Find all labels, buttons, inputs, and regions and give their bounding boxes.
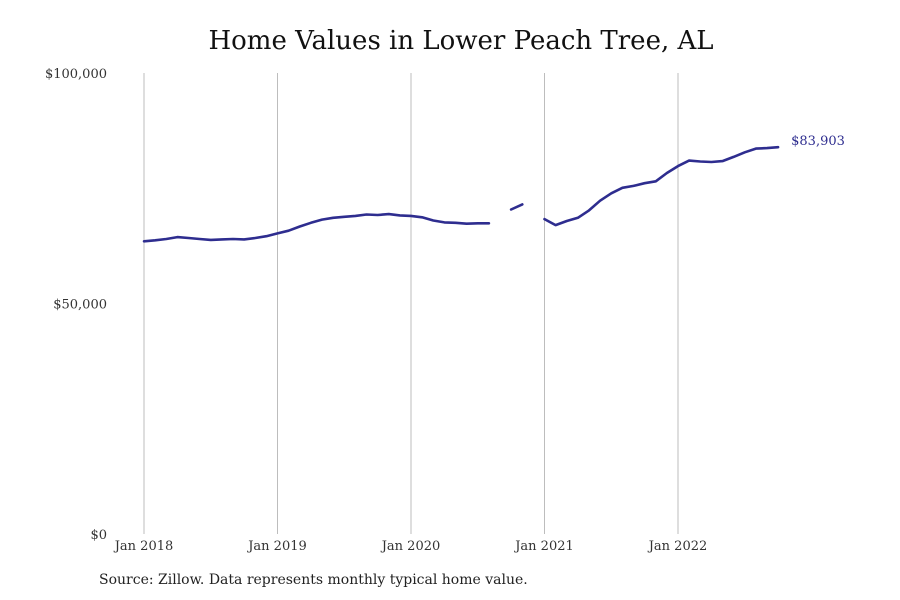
x-tick-label: Jan 2020 xyxy=(380,539,441,554)
series-line xyxy=(142,145,780,243)
end-value-label: $83,903 xyxy=(791,134,845,149)
chart-title: Home Values in Lower Peach Tree, AL xyxy=(208,26,714,56)
x-tick-label: Jan 2021 xyxy=(513,539,574,554)
source-note: Source: Zillow. Data represents monthly … xyxy=(99,572,528,588)
series-segment xyxy=(142,212,491,243)
x-tick-label: Jan 2019 xyxy=(246,539,307,554)
data-labels: $83,903 xyxy=(791,134,845,149)
gridlines xyxy=(143,73,679,534)
x-tick-label: Jan 2018 xyxy=(113,539,174,554)
series-segment xyxy=(543,145,780,227)
y-axis-tick-labels: $0 $50,000 $100,000 xyxy=(45,67,107,543)
y-tick-label: $0 xyxy=(90,528,107,543)
y-tick-label: $100,000 xyxy=(45,67,107,82)
y-tick-label: $50,000 xyxy=(53,298,107,313)
series-segment xyxy=(509,203,524,211)
x-tick-label: Jan 2022 xyxy=(647,539,708,554)
x-axis-tick-labels: Jan 2018 Jan 2019 Jan 2020 Jan 2021 Jan 2022 xyxy=(113,539,708,554)
